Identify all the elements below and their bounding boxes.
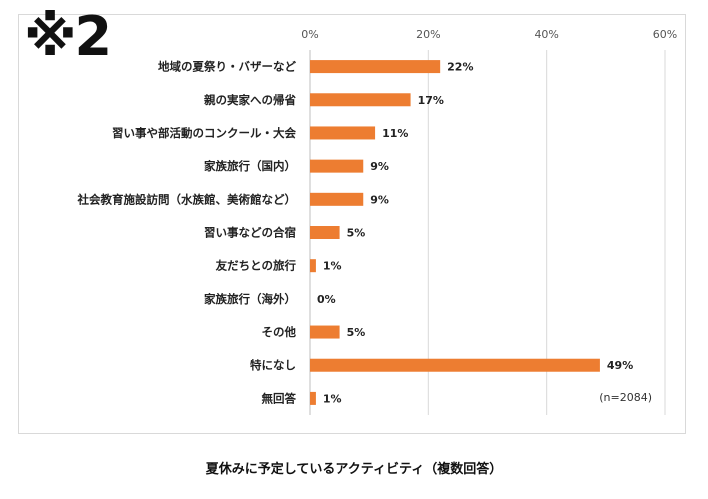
category-label: 社会教育施設訪問（水族館、美術館など） [77,192,297,206]
bar [310,159,364,173]
category-label: 地域の夏祭り・バザーなど [158,60,296,74]
data-label: 5% [347,227,366,240]
data-label: 22% [447,61,473,74]
bar [310,93,411,107]
category-label: 友だちとの旅行 [216,259,297,273]
chart-caption: 夏休みに予定しているアクティビティ（複数回答） [205,462,503,477]
x-tick-label: 60% [653,28,677,41]
bar [310,126,376,140]
category-label: 習い事などの合宿 [204,226,296,240]
bar [310,391,316,405]
x-tick-label: 40% [534,28,558,41]
bar [310,192,364,206]
data-label: 17% [418,94,444,107]
category-label: その他 [262,325,297,339]
bar [310,226,340,239]
bar [310,358,600,372]
bar [310,60,441,74]
data-label: 0% [317,293,336,306]
category-label: 無回答 [262,391,297,405]
data-label: 1% [323,392,342,405]
bar [310,325,340,339]
x-tick-label: 0% [301,28,318,41]
data-label: 5% [347,326,366,339]
category-label: 特になし [250,358,296,372]
sample-size-note: (n=2084) [599,391,652,404]
category-label: 家族旅行（国内） [204,159,296,173]
category-label: 習い事や部活動のコンクール・大会 [112,126,296,140]
x-tick-label: 20% [416,28,440,41]
figure-marker: ※2 [24,5,112,68]
category-label: 親の実家への帰省 [204,93,296,107]
data-label: 11% [382,127,408,140]
category-label: 家族旅行（海外） [204,292,296,306]
bar [310,259,316,273]
data-label: 1% [323,260,342,273]
data-label: 9% [370,193,389,206]
data-label: 9% [370,160,389,173]
data-label: 49% [607,359,633,372]
